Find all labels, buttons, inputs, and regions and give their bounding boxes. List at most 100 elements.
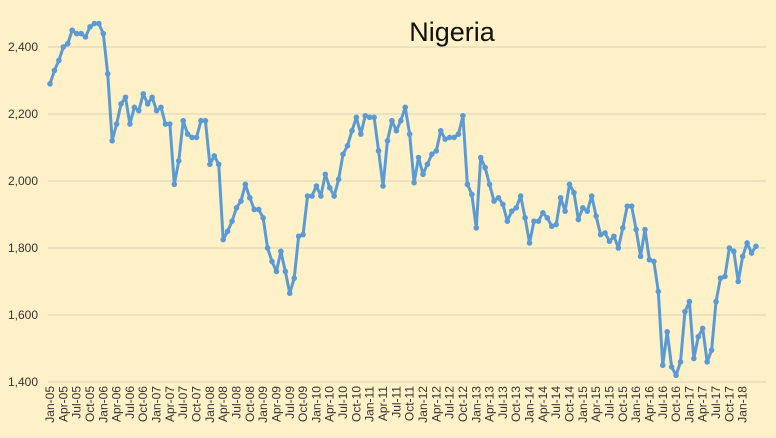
x-tick-label: Oct-08 (243, 386, 257, 422)
data-point (744, 240, 750, 246)
data-point (158, 104, 164, 111)
data-point (393, 127, 400, 134)
data-point (615, 245, 622, 251)
x-tick-label: Jan-18 (736, 386, 750, 423)
x-tick-label: Jan-10 (309, 386, 323, 423)
x-tick-label: Apr-12 (429, 386, 443, 422)
y-tick-label: 2,400 (8, 40, 38, 54)
data-point (162, 121, 169, 127)
data-point (562, 208, 568, 214)
data-point (144, 101, 151, 107)
data-point (748, 250, 755, 256)
x-tick-label: Apr-09 (269, 386, 283, 422)
data-point (473, 225, 480, 231)
y-tick-label: 1,400 (8, 375, 38, 389)
data-point (477, 154, 484, 161)
data-point (318, 193, 324, 199)
data-point (655, 288, 662, 295)
data-point (140, 91, 147, 97)
data-point (699, 325, 706, 332)
x-tick-label: Oct-13 (509, 386, 523, 422)
data-point (122, 94, 129, 101)
x-tick-label: Oct-14 (563, 386, 577, 422)
data-point (548, 223, 555, 230)
x-tick-label: Jul-13 (496, 386, 510, 419)
data-point (588, 193, 595, 199)
x-axis-ticks: Jan-05 Apr-05 Jul-05 Oct-05 Jan-06 Apr-06 Jul-… (43, 386, 750, 423)
data-point (575, 216, 582, 223)
data-point (96, 20, 102, 27)
data-point (300, 231, 306, 238)
data-point (522, 215, 528, 221)
data-point (486, 181, 493, 188)
data-point (211, 153, 218, 159)
x-tick-label: Oct-11 (403, 386, 417, 421)
data-point (460, 112, 466, 119)
data-point (171, 181, 178, 188)
x-tick-label: Apr-05 (56, 386, 70, 422)
data-point (180, 117, 187, 124)
x-tick-label: Jul-11 (389, 386, 403, 418)
data-point (722, 273, 728, 280)
data-point (411, 179, 417, 186)
x-tick-label: Jul-16 (656, 386, 670, 419)
data-point (362, 112, 369, 119)
data-point (566, 181, 573, 188)
data-point (597, 231, 604, 238)
data-point (691, 355, 697, 362)
data-point (131, 104, 138, 111)
data-point (619, 225, 626, 231)
x-tick-label: Oct-12 (456, 386, 470, 422)
x-tick-label: Jul-12 (443, 386, 457, 419)
x-tick-label: Jan-05 (43, 386, 57, 423)
data-point (531, 218, 537, 224)
data-point (695, 333, 702, 340)
data-point (344, 143, 351, 149)
data-point (415, 154, 422, 161)
data-point (127, 121, 133, 127)
data-point (500, 201, 506, 208)
data-point (322, 171, 329, 178)
data-point (637, 253, 644, 260)
x-tick-label: Apr-15 (589, 386, 603, 422)
data-point (580, 205, 586, 211)
y-tick-label: 1,600 (8, 308, 38, 322)
x-tick-label: Apr-11 (376, 386, 390, 421)
y-tick-label: 2,200 (8, 107, 38, 121)
data-point (353, 114, 360, 121)
data-point (229, 218, 235, 224)
data-point (406, 131, 413, 137)
data-point (455, 131, 462, 137)
data-point (504, 218, 511, 224)
data-point (424, 161, 431, 168)
data-point (469, 191, 475, 198)
data-point (60, 44, 67, 50)
chart-title: Nigeria (409, 17, 496, 47)
x-tick-label: Jan-14 (523, 386, 537, 423)
data-point (442, 136, 448, 142)
data-point (282, 268, 289, 275)
series-layer (47, 20, 759, 379)
data-point (673, 372, 679, 379)
data-point (335, 176, 342, 183)
data-point (91, 20, 98, 27)
data-point (189, 134, 195, 141)
x-tick-label: Oct-07 (190, 386, 204, 422)
data-point (175, 158, 182, 164)
data-point (686, 298, 693, 305)
data-point (278, 248, 284, 255)
x-tick-label: Apr-07 (163, 386, 177, 422)
data-point (331, 193, 337, 199)
x-tick-label: Jul-08 (229, 386, 243, 419)
data-point (286, 290, 293, 297)
x-tick-label: Apr-14 (536, 386, 550, 422)
x-tick-label: Jan-06 (96, 386, 110, 423)
data-point (402, 104, 409, 111)
data-point (651, 258, 657, 265)
data-point (260, 215, 266, 221)
data-point (446, 134, 453, 141)
data-point (358, 131, 364, 137)
data-point (384, 138, 391, 144)
data-point (584, 208, 591, 214)
